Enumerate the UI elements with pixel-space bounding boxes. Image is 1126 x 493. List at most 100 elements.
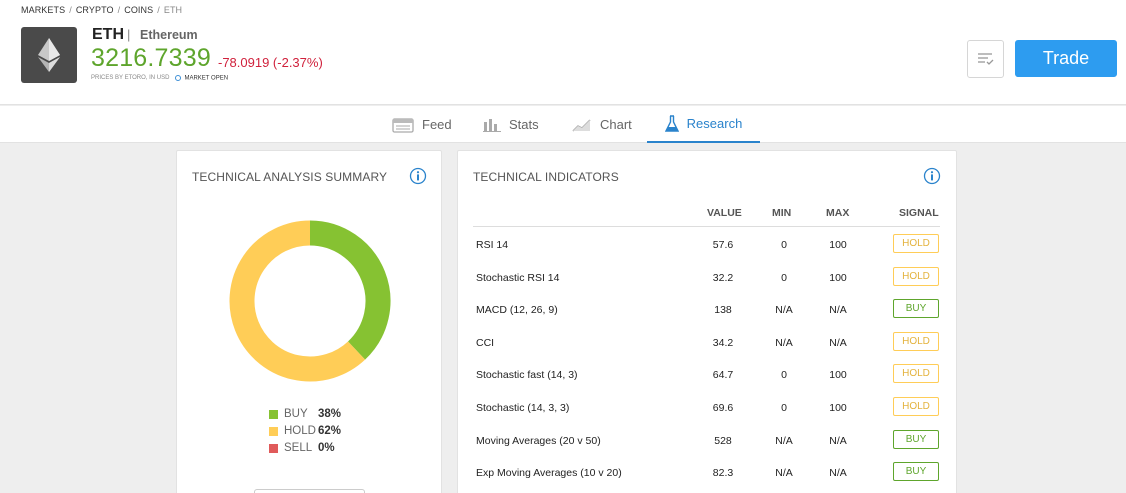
legend-item-sell: SELL 0% xyxy=(269,442,335,454)
indicators-title: TECHNICAL INDICATORS xyxy=(473,170,619,184)
indicator-min: N/A xyxy=(775,336,793,349)
flask-icon xyxy=(664,114,679,133)
indicator-max: N/A xyxy=(829,434,847,447)
indicator-max: N/A xyxy=(829,336,847,349)
signal-badge: BUY xyxy=(893,429,939,449)
column-min: MIN xyxy=(772,207,792,219)
watchlist-icon xyxy=(977,53,993,65)
indicator-max: 100 xyxy=(829,271,847,284)
donut-slice-hold xyxy=(229,220,366,382)
breadcrumb-current: ETH xyxy=(163,5,183,15)
stats-icon xyxy=(483,118,501,132)
tab-research-label: Research xyxy=(686,116,743,131)
legend-item-buy: BUY 38% xyxy=(269,408,341,420)
signal-badge: HOLD xyxy=(893,364,939,384)
feed-icon xyxy=(392,117,414,133)
watchlist-button[interactable] xyxy=(967,40,1004,78)
signal-badge: BUY xyxy=(893,462,939,482)
indicator-max: 100 xyxy=(829,402,847,414)
indicator-value: 64.7 xyxy=(712,369,734,382)
indicator-value: 57.6 xyxy=(712,239,734,251)
instrument-name: Ethereum xyxy=(140,28,198,42)
legend-value: 0% xyxy=(318,442,335,454)
legend-label: HOLD xyxy=(284,425,316,437)
legend-swatch xyxy=(269,409,278,419)
info-icon[interactable] xyxy=(923,167,941,185)
more-details-button[interactable] xyxy=(254,489,365,493)
signal-badge: HOLD xyxy=(893,331,939,351)
indicator-max: N/A xyxy=(829,467,847,480)
indicator-name: Stochastic (14, 3, 3) xyxy=(476,402,570,414)
legend-value: 62% xyxy=(318,425,342,437)
table-row: Moving Averages (20 v 50) 528 N/A N/A BUY xyxy=(473,425,940,458)
indicator-value: 138 xyxy=(714,304,732,317)
price-change: -78.0919 (-2.37%) xyxy=(218,55,323,70)
tab-feed-label: Feed xyxy=(422,117,452,132)
indicator-max: N/A xyxy=(829,304,847,317)
instrument-header: MARKETS / CRYPTO / COINS / ETH ETH | Ethereum … xyxy=(0,0,1126,105)
signal-badge: HOLD xyxy=(893,397,939,416)
legend-label: SELL xyxy=(284,442,313,454)
technical-analysis-summary-panel: TECHNICAL ANALYSIS SUMMARY BUY 38% HOLD 62%… xyxy=(176,150,442,493)
legend-swatch xyxy=(269,426,278,436)
summary-title: TECHNICAL ANALYSIS SUMMARY xyxy=(192,170,388,184)
indicator-min: N/A xyxy=(775,467,793,480)
breadcrumb: MARKETS / CRYPTO / COINS / ETH xyxy=(21,5,183,15)
indicator-min: 0 xyxy=(781,271,787,284)
technical-indicators-panel: TECHNICAL INDICATORS VALUE MIN MAX SIGNA… xyxy=(457,150,957,493)
instrument-symbol: ETH xyxy=(92,26,124,43)
column-max: MAX xyxy=(826,207,850,219)
legend-label: BUY xyxy=(284,408,308,420)
indicator-max: 100 xyxy=(829,239,847,251)
indicator-value: 69.6 xyxy=(712,402,734,414)
table-row: RSI 14 57.6 0 100 HOLD xyxy=(473,229,940,262)
table-row: Stochastic (14, 3, 3) 69.6 0 100 HOLD xyxy=(473,392,940,425)
indicator-name: Moving Averages (20 v 50) xyxy=(476,434,601,447)
signal-badge: BUY xyxy=(893,299,939,319)
indicator-max: 100 xyxy=(829,369,847,382)
indicator-min: 0 xyxy=(781,239,787,251)
table-row: Stochastic fast (14, 3) 64.7 0 100 HOLD xyxy=(473,359,940,392)
tab-bar: Feed Stats Chart Research xyxy=(0,106,1126,143)
breadcrumb-coins[interactable]: COINS xyxy=(124,5,154,15)
summary-donut-chart xyxy=(229,220,391,382)
breadcrumb-crypto[interactable]: CRYPTO xyxy=(75,5,114,15)
ethereum-diamond-icon xyxy=(38,38,60,72)
indicator-value: 528 xyxy=(714,434,732,447)
trade-button[interactable]: Trade xyxy=(1015,40,1117,77)
table-row: Exp Moving Averages (10 v 20) 82.3 N/A N/A B… xyxy=(473,457,940,490)
legend-swatch xyxy=(269,443,278,453)
breadcrumb-markets[interactable]: MARKETS xyxy=(21,5,66,15)
donut-slice-buy xyxy=(309,220,391,360)
market-status: MARKET OPEN xyxy=(175,75,228,82)
table-row: MACD (12, 26, 9) 138 N/A N/A BUY xyxy=(473,294,940,327)
info-icon[interactable] xyxy=(409,167,427,185)
indicator-min: 0 xyxy=(781,402,787,414)
indicator-name: Stochastic RSI 14 xyxy=(476,271,560,284)
clock-icon xyxy=(175,75,182,81)
ethereum-logo xyxy=(21,27,77,83)
indicator-name: Exp Moving Averages (10 v 20) xyxy=(476,467,622,480)
chart-icon xyxy=(572,118,592,132)
indicator-min: N/A xyxy=(775,434,793,447)
price-meta: PRICES BY ETORO, IN USD MARKET OPEN xyxy=(91,75,228,82)
indicator-name: RSI 14 xyxy=(476,239,509,251)
legend-value: 38% xyxy=(318,408,342,420)
symbol-separator: | xyxy=(127,27,131,42)
signal-badge: HOLD xyxy=(893,234,939,253)
prices-by-note: PRICES BY ETORO, IN USD xyxy=(91,75,170,82)
indicator-name: MACD (12, 26, 9) xyxy=(476,304,558,317)
indicator-name: Stochastic fast (14, 3) xyxy=(476,369,578,382)
tab-research[interactable]: Research xyxy=(647,106,760,143)
market-status-label: MARKET OPEN xyxy=(184,75,229,82)
indicator-name: CCI xyxy=(476,336,495,349)
indicators-table-header: VALUE MIN MAX SIGNAL xyxy=(473,203,940,227)
indicator-value: 82.3 xyxy=(712,467,734,480)
tab-feed[interactable]: Feed xyxy=(392,106,452,143)
tab-stats[interactable]: Stats xyxy=(483,106,539,143)
column-value: VALUE xyxy=(707,207,742,219)
instrument-price: 3216.7339 xyxy=(91,44,211,72)
table-row: CCI 34.2 N/A N/A HOLD xyxy=(473,327,940,360)
tab-chart[interactable]: Chart xyxy=(572,106,632,143)
tab-chart-label: Chart xyxy=(600,117,632,132)
